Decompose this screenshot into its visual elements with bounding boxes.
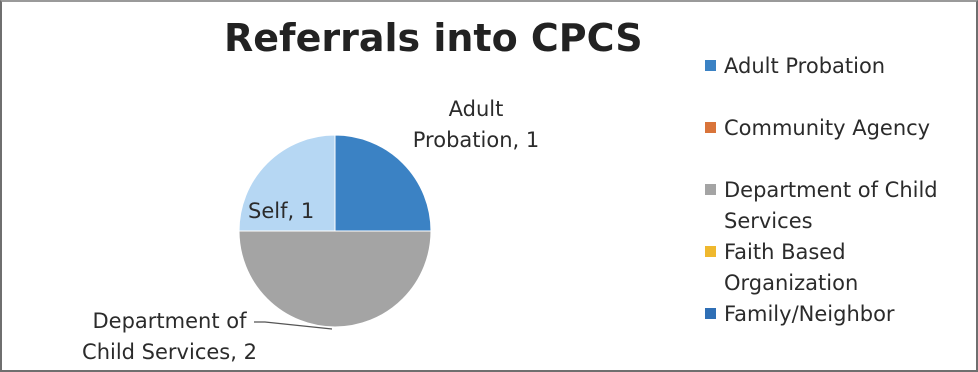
legend-item-community-agency: Community Agency xyxy=(705,113,964,144)
data-label-department-of-child-services: Department of Child Services, 2 xyxy=(82,309,257,364)
legend-item-faith-based-organization: Faith Based Organization xyxy=(705,237,889,299)
legend-label: Community Agency xyxy=(724,116,931,140)
pie-slice-adult-probation xyxy=(334,134,432,232)
pie-slice-self xyxy=(238,134,336,232)
legend-item-department-of-child-services: Department of Child Services xyxy=(705,175,949,237)
legend-swatch-adult-probation xyxy=(705,60,716,71)
data-label-adult-probation: Adult Probation, 1 xyxy=(412,97,540,152)
legend-label: Faith Based Organization xyxy=(724,240,859,295)
legend-item-adult-probation: Adult Probation xyxy=(705,51,964,82)
legend-label: Adult Probation xyxy=(724,54,886,78)
legend-swatch-department-of-child-services xyxy=(705,184,716,195)
chart-title: Referrals into CPCS xyxy=(224,16,643,60)
leader-line-department-of-child-services xyxy=(254,321,333,330)
legend-item-family-neighbor: Family/Neighbor xyxy=(705,299,964,330)
legend-label: Family/Neighbor xyxy=(724,302,895,326)
data-label-self: Self, 1 xyxy=(248,199,315,223)
legend-swatch-family-neighbor xyxy=(705,308,716,319)
pie-slice-department-of-child-services xyxy=(238,230,432,328)
legend-swatch-faith-based-organization xyxy=(705,246,716,257)
legend-swatch-community-agency xyxy=(705,122,716,133)
legend-label: Department of Child Services xyxy=(724,178,938,233)
